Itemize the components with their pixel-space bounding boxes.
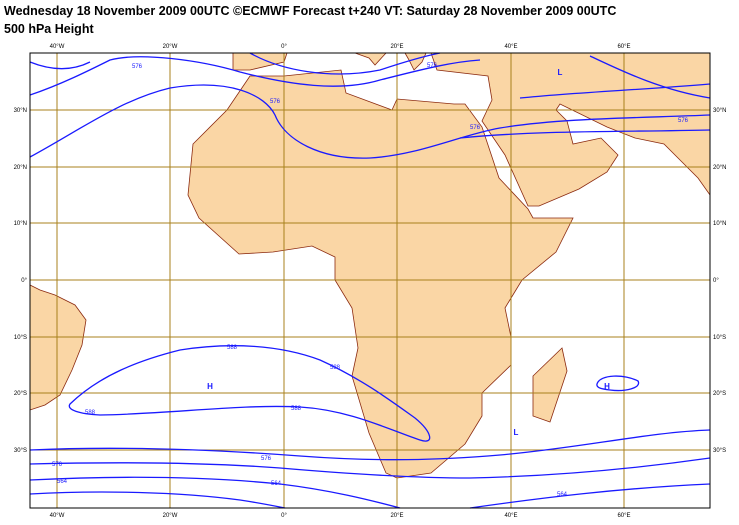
lon-label: 0° [281, 513, 287, 519]
contour-label: 576 [678, 118, 689, 124]
contour-label: 576 [427, 63, 438, 69]
contour [589, 55, 711, 99]
lon-label: 0° [281, 44, 287, 50]
subtitle: 500 hPa Height [4, 22, 94, 36]
lat-label: 0° [21, 278, 27, 284]
graticule [30, 53, 710, 508]
contour [29, 429, 711, 461]
lon-label: 20°E [390, 513, 403, 519]
contour-label: 588 [291, 406, 302, 412]
contours [29, 52, 711, 509]
lat-label: 30°N [713, 108, 726, 114]
iberia [232, 52, 288, 71]
lat-label: 0° [713, 278, 719, 284]
madagascar [532, 347, 568, 423]
lon-label: 20°W [163, 513, 178, 519]
lat-label: 10°N [713, 221, 726, 227]
contour-label: 576 [470, 125, 481, 131]
contour [29, 476, 711, 509]
contour-label: 588 [330, 365, 341, 371]
contour [519, 83, 711, 99]
lat-label: 10°N [14, 221, 27, 227]
contour [29, 491, 286, 509]
title: Wednesday 18 November 2009 00UTC ©ECMWF … [4, 4, 617, 18]
contour [29, 52, 441, 75]
contour [596, 375, 640, 392]
lat-label: 10°S [713, 335, 726, 341]
lat-label: 20°S [14, 391, 27, 397]
contour-label: 576 [132, 64, 143, 70]
contour-label: 588 [227, 345, 238, 351]
lat-label: 30°S [713, 448, 726, 454]
map-frame [29, 52, 711, 509]
lon-label: 40°E [504, 513, 517, 519]
labels: 40°W 40°W 20°W 20°W 0° 0° 20°E 20°E 40°E 40°E 60°E… [14, 44, 727, 519]
lon-label: 40°E [504, 44, 517, 50]
lat-label: 30°S [14, 448, 27, 454]
pressure-center: L [558, 68, 563, 77]
contour-label: 576 [270, 99, 281, 105]
contour [459, 129, 711, 139]
lon-label: 20°E [390, 44, 403, 50]
contour [29, 56, 481, 96]
lat-label: 20°S [713, 391, 726, 397]
lon-label: 60°E [617, 513, 630, 519]
contour-label: 588 [85, 410, 96, 416]
contour-label: 564 [271, 481, 282, 487]
contour [29, 84, 711, 159]
pressure-center: H [604, 382, 610, 391]
contour-label: 564 [557, 492, 568, 498]
contour-label: 576 [52, 462, 63, 468]
contour [68, 345, 431, 442]
lat-label: 30°N [14, 108, 27, 114]
lon-label: 40°W [50, 513, 65, 519]
lon-label: 40°W [50, 44, 65, 50]
asia [430, 52, 711, 207]
contour-label: 564 [57, 479, 68, 485]
contour [29, 457, 711, 479]
lon-label: 60°E [617, 44, 630, 50]
contour-label: 576 [261, 456, 272, 462]
lat-label: 10°S [14, 335, 27, 341]
south-america [29, 284, 87, 411]
lat-label: 20°N [14, 165, 27, 171]
lat-label: 20°N [713, 165, 726, 171]
pressure-center: L [514, 428, 519, 437]
pressure-center: H [207, 382, 213, 391]
italy [354, 52, 387, 66]
lon-label: 20°W [163, 44, 178, 50]
